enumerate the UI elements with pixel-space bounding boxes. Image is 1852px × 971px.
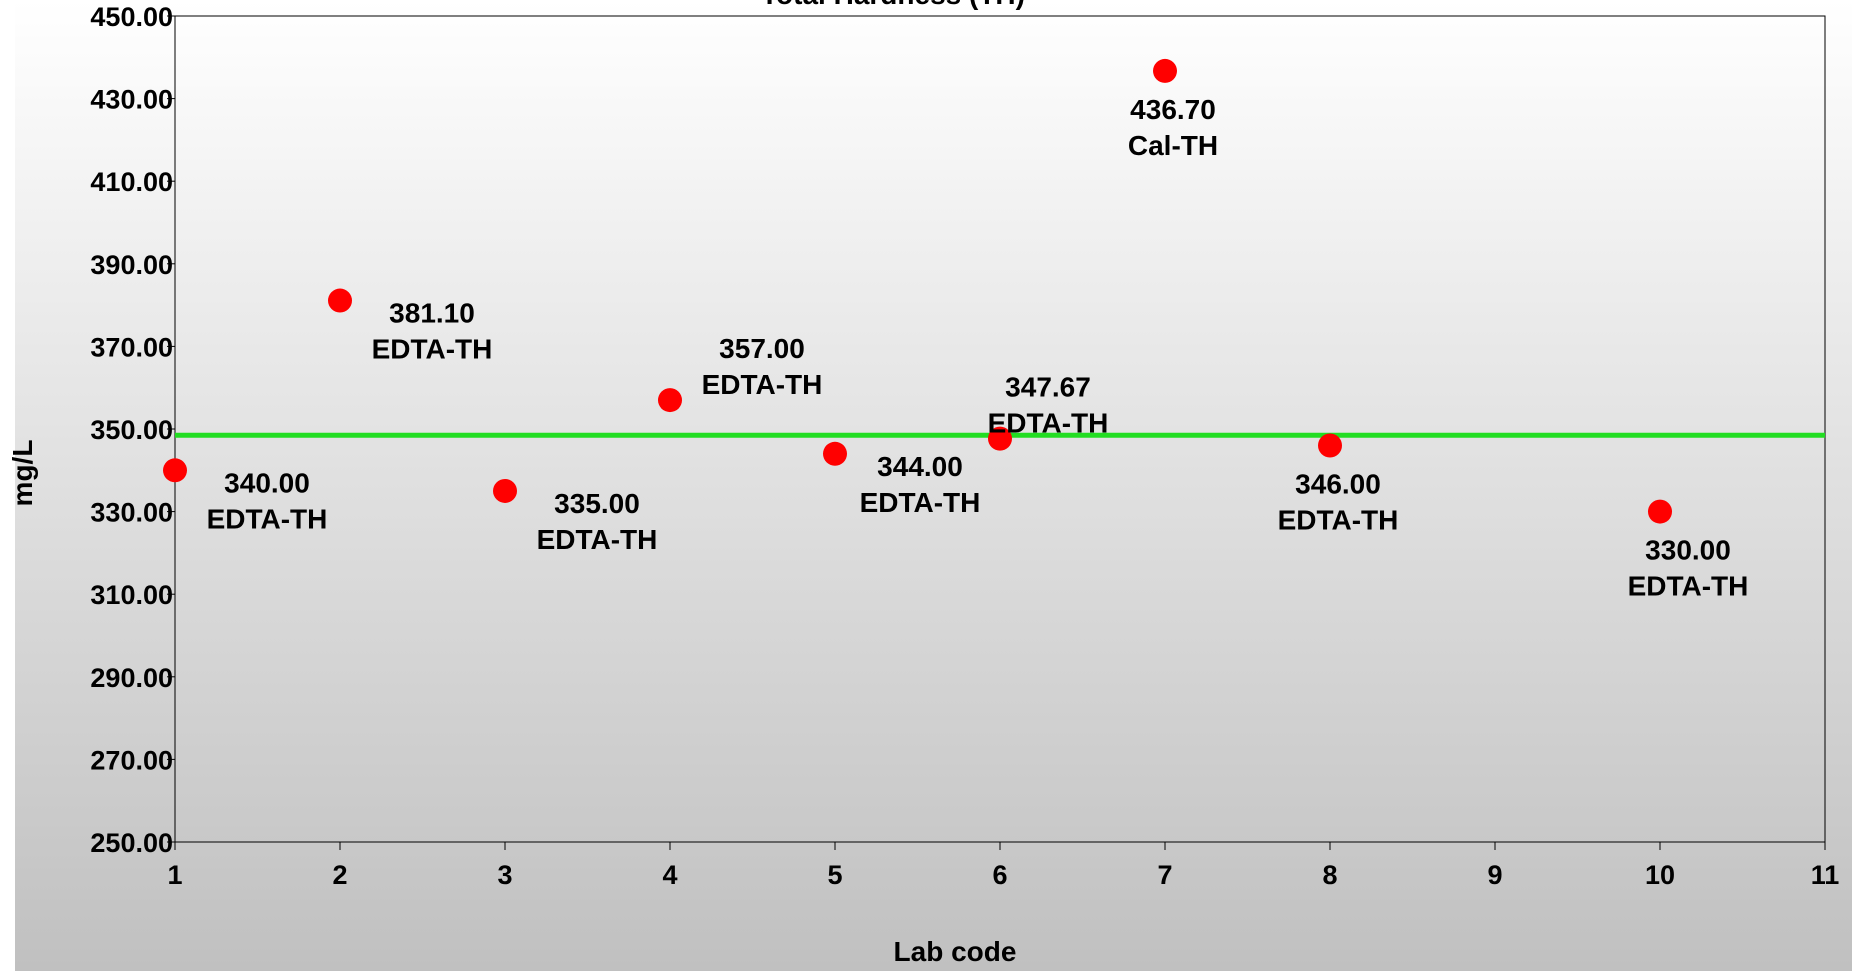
y-tick-label: 350.00 bbox=[90, 415, 173, 445]
chart-background bbox=[15, 0, 1852, 971]
y-tick-label: 330.00 bbox=[90, 498, 173, 528]
y-tick-label: 290.00 bbox=[90, 663, 173, 693]
y-tick-label: 310.00 bbox=[90, 580, 173, 610]
x-tick-label: 1 bbox=[167, 860, 182, 890]
data-method-label: EDTA-TH bbox=[860, 487, 981, 518]
data-value-label: 436.70 bbox=[1130, 94, 1216, 125]
y-axis-title: mg/L bbox=[7, 440, 38, 507]
data-value-label: 344.00 bbox=[877, 451, 963, 482]
x-tick-label: 2 bbox=[332, 860, 347, 890]
x-tick-label: 5 bbox=[827, 860, 842, 890]
data-value-label: 340.00 bbox=[224, 467, 310, 498]
y-tick-label: 430.00 bbox=[90, 85, 173, 115]
data-method-label: EDTA-TH bbox=[702, 369, 823, 400]
x-tick-label: 10 bbox=[1645, 860, 1675, 890]
data-value-label: 357.00 bbox=[719, 333, 805, 364]
data-method-label: EDTA-TH bbox=[1628, 571, 1749, 602]
x-tick-label: 9 bbox=[1487, 860, 1502, 890]
data-point bbox=[493, 478, 517, 503]
x-axis-title: Lab code bbox=[894, 936, 1017, 967]
data-method-label: EDTA-TH bbox=[207, 503, 328, 534]
x-tick-label: 11 bbox=[1811, 860, 1840, 890]
data-method-label: EDTA-TH bbox=[537, 524, 658, 555]
data-value-label: 381.10 bbox=[389, 298, 475, 329]
x-tick-label: 3 bbox=[497, 860, 512, 890]
data-point bbox=[658, 388, 682, 413]
data-method-label: EDTA-TH bbox=[372, 334, 493, 365]
data-point bbox=[1318, 433, 1342, 458]
y-tick-label: 450.00 bbox=[90, 2, 173, 32]
data-point bbox=[823, 441, 847, 466]
y-tick-label: 410.00 bbox=[90, 167, 173, 197]
data-point bbox=[163, 458, 187, 483]
y-tick-label: 390.00 bbox=[90, 250, 173, 280]
data-value-label: 346.00 bbox=[1295, 469, 1381, 500]
chart-title: Total Hardness (TH) bbox=[761, 0, 1025, 10]
x-tick-label: 8 bbox=[1322, 860, 1337, 890]
data-point bbox=[1648, 499, 1672, 524]
data-point bbox=[1153, 58, 1177, 83]
y-tick-label: 270.00 bbox=[90, 745, 173, 775]
data-value-label: 335.00 bbox=[554, 488, 640, 519]
data-point bbox=[988, 426, 1012, 451]
data-value-label: 330.00 bbox=[1645, 535, 1731, 566]
x-tick-label: 6 bbox=[992, 860, 1007, 890]
y-tick-label: 370.00 bbox=[90, 332, 173, 362]
data-point bbox=[328, 288, 352, 313]
y-tick-label: 250.00 bbox=[90, 828, 173, 858]
data-value-label: 347.67 bbox=[1005, 372, 1091, 403]
data-method-label: EDTA-TH bbox=[1278, 505, 1399, 536]
data-method-label: EDTA-TH bbox=[988, 408, 1109, 439]
x-tick-label: 4 bbox=[662, 860, 677, 890]
data-method-label: Cal-TH bbox=[1128, 130, 1218, 161]
x-tick-label: 7 bbox=[1157, 860, 1172, 890]
